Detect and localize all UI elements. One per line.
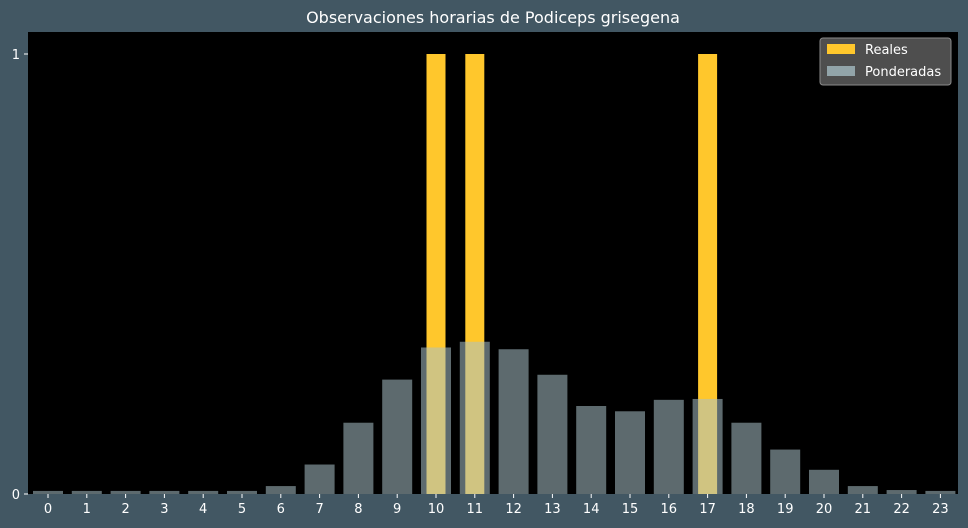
bar-ponderadas-9 (382, 379, 413, 494)
bar-ponderadas-5 (227, 490, 257, 494)
x-tick-label-22: 22 (893, 502, 910, 517)
legend-swatch-reales (827, 44, 855, 54)
y-tick-label-0: 0 (12, 488, 20, 503)
bar-ponderadas-13 (537, 374, 568, 494)
bar-ponderadas-17 (692, 398, 723, 494)
bar-ponderadas-22 (886, 490, 917, 494)
x-tick-label-19: 19 (777, 502, 794, 517)
bar-ponderadas-2 (110, 490, 141, 494)
bar-ponderadas-8 (343, 422, 374, 494)
bar-ponderadas-21 (847, 486, 878, 494)
bar-ponderadas-6 (265, 486, 296, 494)
bar-ponderadas-4 (188, 490, 219, 494)
x-tick-label-5: 5 (238, 502, 246, 517)
bar-ponderadas-18 (731, 422, 762, 494)
x-tick-label-7: 7 (315, 502, 323, 517)
y-tick-label-1: 1 (12, 48, 20, 63)
x-tick-label-10: 10 (428, 502, 445, 517)
x-tick-label-4: 4 (199, 502, 207, 517)
bar-ponderadas-10 (421, 347, 451, 494)
x-tick-label-2: 2 (121, 502, 129, 517)
x-tick-label-13: 13 (544, 502, 561, 517)
x-tick-label-8: 8 (354, 502, 362, 517)
x-tick-label-16: 16 (661, 502, 678, 517)
legend-swatch-ponderadas (827, 66, 855, 76)
x-tick-label-14: 14 (583, 502, 600, 517)
bar-ponderadas-11 (459, 341, 490, 494)
chart-title: Observaciones horarias de Podiceps grise… (306, 8, 680, 27)
x-tick-label-18: 18 (738, 502, 755, 517)
bar-ponderadas-20 (809, 469, 839, 494)
legend: Reales Ponderadas (819, 37, 952, 86)
x-tick-label-15: 15 (622, 502, 639, 517)
bar-ponderadas-15 (615, 411, 645, 494)
legend-label-ponderadas: Ponderadas (865, 65, 941, 80)
plot-area (28, 32, 958, 494)
x-tick-label-1: 1 (83, 502, 91, 517)
x-tick-label-21: 21 (855, 502, 872, 517)
bar-ponderadas-16 (653, 399, 684, 494)
x-tick-label-6: 6 (277, 502, 285, 517)
bar-ponderadas-14 (576, 406, 607, 494)
x-tick-label-17: 17 (699, 502, 716, 517)
x-tick-label-3: 3 (160, 502, 168, 517)
bar-ponderadas-0 (33, 490, 63, 494)
x-tick-label-23: 23 (932, 502, 949, 517)
x-tick-label-12: 12 (505, 502, 522, 517)
bar-ponderadas-19 (770, 449, 801, 494)
bar-ponderadas-12 (498, 349, 529, 494)
bar-ponderadas-7 (304, 464, 335, 494)
bar-ponderadas-1 (71, 490, 102, 494)
bar-reales-17 (698, 54, 718, 494)
x-tick-label-11: 11 (467, 502, 484, 517)
bar-ponderadas-23 (925, 490, 956, 494)
x-tick-label-9: 9 (393, 502, 401, 517)
x-tick-label-0: 0 (44, 502, 52, 517)
legend-label-reales: Reales (865, 43, 908, 58)
bar-ponderadas-3 (149, 490, 180, 494)
x-tick-label-20: 20 (816, 502, 833, 517)
